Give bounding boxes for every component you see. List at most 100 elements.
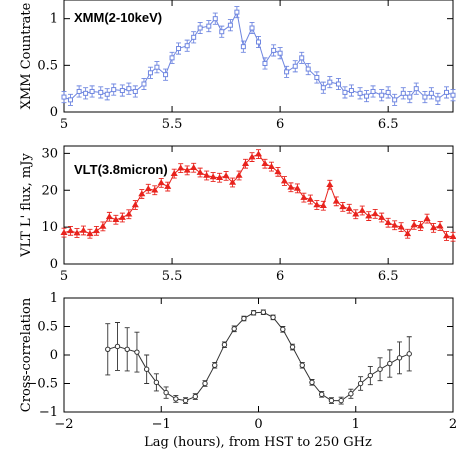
data-point bbox=[305, 66, 311, 72]
x-tick-label: 1 bbox=[352, 417, 360, 432]
data-point bbox=[192, 393, 198, 400]
data-point bbox=[173, 396, 179, 402]
data-point bbox=[144, 185, 152, 192]
data-point bbox=[267, 163, 275, 169]
data-point bbox=[306, 195, 314, 202]
data-point bbox=[190, 164, 198, 171]
y-tick-label: 0 bbox=[50, 105, 58, 120]
x-tick-label: −2 bbox=[54, 417, 73, 432]
data-point bbox=[79, 226, 87, 233]
data-point bbox=[436, 222, 444, 229]
data-point bbox=[209, 173, 217, 180]
data-point bbox=[86, 230, 94, 237]
data-point bbox=[299, 55, 305, 61]
data-point bbox=[428, 90, 434, 96]
data-point bbox=[397, 223, 405, 230]
data-point bbox=[234, 9, 240, 15]
data-point bbox=[248, 153, 256, 160]
data-point bbox=[413, 86, 419, 92]
x-tick-label: 6 bbox=[276, 117, 284, 132]
data-point bbox=[242, 160, 250, 166]
vlt-panel: VLT(3.8micron) VLT L' flux, mJy 5 5.5 6 6.5… bbox=[19, 145, 456, 284]
data-point bbox=[216, 174, 224, 181]
y-tick-label: 1 bbox=[50, 12, 58, 27]
data-point bbox=[404, 230, 412, 237]
data-point bbox=[227, 22, 233, 28]
y-tick-label: 30 bbox=[41, 146, 58, 161]
data-point bbox=[450, 92, 456, 98]
data-point bbox=[61, 94, 67, 100]
data-point bbox=[342, 89, 348, 95]
data-point bbox=[385, 89, 391, 95]
data-point bbox=[271, 47, 277, 53]
data-point bbox=[319, 202, 327, 209]
x-tick-label: 6.5 bbox=[378, 117, 399, 132]
data-point bbox=[92, 227, 100, 234]
data-point bbox=[430, 224, 438, 231]
data-point bbox=[249, 25, 255, 31]
data-point bbox=[183, 166, 191, 173]
y-tick-label: 0 bbox=[50, 257, 58, 272]
data-point bbox=[222, 172, 230, 179]
data-point bbox=[76, 88, 82, 94]
cross-correlation-plot-frame bbox=[63, 297, 454, 413]
data-point bbox=[154, 64, 160, 70]
data-point bbox=[124, 346, 130, 352]
data-point bbox=[320, 85, 326, 91]
lag-x-axis-title: Lag (hours), from HST to 250 GHz bbox=[144, 435, 372, 450]
data-point bbox=[182, 397, 189, 404]
data-point bbox=[126, 86, 132, 92]
data-point bbox=[309, 379, 315, 386]
y-tick-label: 10 bbox=[41, 220, 58, 235]
data-point bbox=[284, 69, 290, 75]
y-tick-label: 0 bbox=[50, 348, 58, 363]
vlt-panel-label: VLT(3.8micron) bbox=[74, 162, 168, 177]
y-tick-label: 0.5 bbox=[37, 320, 58, 335]
x-tick-label: −1 bbox=[152, 417, 171, 432]
xmm-panel: XMM(2-10keV) XMM Countrate 5 5.5 6 6.5 0 0.5 1 bbox=[19, 0, 456, 132]
data-point bbox=[196, 168, 204, 175]
data-point bbox=[60, 229, 68, 235]
xmm-plot-frame bbox=[63, 0, 454, 113]
data-point bbox=[400, 90, 406, 96]
data-point bbox=[114, 343, 121, 350]
data-point bbox=[345, 205, 353, 211]
data-point bbox=[370, 88, 376, 94]
xmm-y-axis-title: XMM Countrate bbox=[19, 2, 34, 109]
data-point bbox=[289, 344, 296, 350]
data-point bbox=[365, 212, 373, 219]
data-point bbox=[358, 206, 366, 213]
data-point bbox=[410, 221, 418, 228]
data-point bbox=[212, 362, 218, 368]
x-tick-label: 5.5 bbox=[162, 117, 183, 132]
data-point bbox=[212, 16, 218, 22]
data-point bbox=[387, 360, 393, 367]
data-point bbox=[407, 94, 413, 100]
data-point bbox=[338, 397, 344, 404]
x-tick-label: 2 bbox=[449, 417, 456, 432]
xmm-panel-label: XMM(2-10keV) bbox=[74, 10, 162, 25]
data-point bbox=[105, 346, 111, 352]
data-point bbox=[280, 326, 286, 333]
x-tick-label: 6 bbox=[276, 269, 284, 284]
data-point bbox=[202, 380, 208, 387]
data-point bbox=[371, 210, 379, 217]
data-point bbox=[352, 210, 360, 217]
data-point bbox=[254, 150, 263, 157]
data-point bbox=[339, 203, 347, 210]
data-point bbox=[391, 221, 399, 228]
vlt-plot-frame bbox=[63, 145, 454, 265]
data-point bbox=[157, 179, 165, 186]
data-point bbox=[260, 309, 267, 315]
data-point bbox=[83, 90, 89, 96]
data-point bbox=[256, 39, 261, 45]
x-tick-label: 5 bbox=[60, 117, 68, 132]
data-point bbox=[153, 379, 160, 386]
data-point bbox=[169, 55, 175, 61]
data-point bbox=[147, 70, 153, 76]
data-point bbox=[163, 389, 169, 396]
y-tick-label: 20 bbox=[41, 183, 58, 198]
data-point bbox=[89, 88, 95, 94]
vlt-y-axis-title: VLT L' flux, mJy bbox=[19, 153, 34, 258]
